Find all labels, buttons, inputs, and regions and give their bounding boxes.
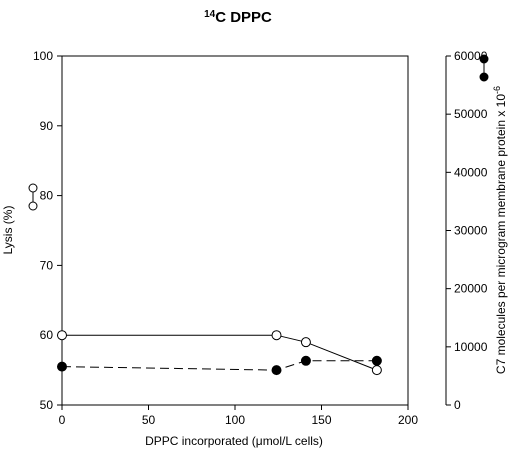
x-tick-label: 50 (142, 413, 156, 427)
right-axis-ticks: 0 10000 20000 30000 40000 50000 60000 (446, 49, 488, 412)
series-1-point (57, 361, 67, 372)
right-tick-label: 30000 (454, 224, 488, 238)
x-tick-label: 0 (59, 413, 66, 427)
legend-filled-circle-key (479, 54, 489, 82)
left-tick-label: 100 (33, 49, 53, 63)
right-tick-label: 40000 (454, 165, 488, 179)
right-tick-label: 50000 (454, 107, 488, 121)
plot-frame (61, 55, 409, 406)
right-axis-label-exponent: -6 (492, 86, 502, 94)
series-0-point (57, 330, 67, 341)
legend-filled-circle-marker (479, 54, 489, 64)
left-axis-ticks: 50 60 70 80 90 100 (33, 49, 62, 412)
legend-open-circle-key (28, 183, 38, 211)
series-0-point (371, 365, 382, 376)
left-tick-label: 50 (40, 398, 54, 412)
right-tick-label: 60000 (454, 49, 488, 63)
left-tick-label: 90 (40, 119, 54, 133)
right-tick-label: 0 (454, 398, 461, 412)
x-axis-ticks: 0 50 100 150 200 (59, 405, 418, 427)
series-0-point (271, 330, 282, 341)
left-tick-label: 70 (40, 258, 54, 272)
right-axis-label: C7 molecules per microgram membrane prot… (492, 86, 508, 374)
series-line-0 (62, 334, 378, 371)
x-tick-label: 200 (398, 413, 418, 427)
title-main: C DPPC (215, 9, 272, 26)
chart-title: 14C DPPC (204, 9, 272, 26)
series-1-point (271, 365, 282, 376)
title-superscript: 14 (204, 9, 216, 20)
right-axis-label-text: C7 molecules per microgram membrane prot… (494, 94, 508, 374)
series-0-point (300, 337, 311, 348)
x-tick-label: 150 (311, 413, 331, 427)
legend-filled-circle-marker (479, 72, 489, 82)
series-1-point (371, 355, 382, 366)
series-layer (57, 330, 382, 376)
left-tick-label: 80 (40, 189, 54, 203)
right-tick-label: 10000 (454, 340, 488, 354)
left-tick-label: 60 (40, 328, 54, 342)
x-tick-label: 100 (225, 413, 245, 427)
series-line-1 (61, 360, 377, 371)
x-axis-label: DPPC incorporated (μmol/L cells) (145, 434, 323, 448)
legend-open-circle-marker (28, 183, 38, 193)
legend-open-circle-marker (28, 201, 38, 211)
series-1-point (300, 355, 311, 366)
right-tick-label: 20000 (454, 282, 488, 296)
left-axis-label: Lysis (%) (1, 206, 15, 255)
